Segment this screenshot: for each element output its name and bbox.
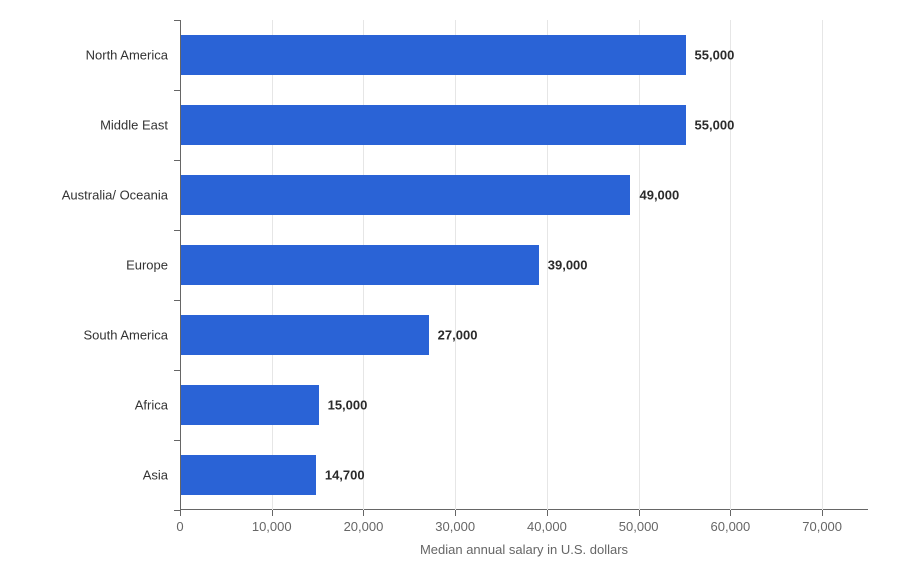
- category-label: Africa: [135, 398, 168, 413]
- x-tick-label: 10,000: [252, 519, 292, 534]
- bar-value-label: 15,000: [328, 398, 368, 413]
- y-tick: [174, 160, 180, 161]
- x-tick-label: 30,000: [435, 519, 475, 534]
- x-tick-label: 50,000: [619, 519, 659, 534]
- x-tick-label: 0: [176, 519, 183, 534]
- bar-value-label: 55,000: [695, 48, 735, 63]
- category-label: South America: [83, 328, 168, 343]
- bar-value-label: 49,000: [639, 188, 679, 203]
- y-tick: [174, 510, 180, 511]
- x-tick: [547, 510, 548, 516]
- category-label: Middle East: [100, 118, 168, 133]
- grid-line: [822, 20, 823, 510]
- bar: [181, 245, 539, 286]
- x-tick: [272, 510, 273, 516]
- x-axis-title: Median annual salary in U.S. dollars: [420, 542, 628, 557]
- y-tick: [174, 90, 180, 91]
- y-tick: [174, 370, 180, 371]
- y-tick: [174, 300, 180, 301]
- x-tick-label: 40,000: [527, 519, 567, 534]
- bar: [181, 385, 319, 426]
- x-tick-label: 70,000: [802, 519, 842, 534]
- salary-bar-chart: 0 10,000 20,000 30,000 40,000 50,000 60,000 70,…: [0, 0, 904, 573]
- x-tick-label: 60,000: [711, 519, 751, 534]
- category-label: Europe: [126, 258, 168, 273]
- x-tick: [730, 510, 731, 516]
- bar: [181, 455, 316, 496]
- bar-value-label: 27,000: [438, 328, 478, 343]
- x-tick: [822, 510, 823, 516]
- grid-line: [639, 20, 640, 510]
- bar: [181, 105, 686, 146]
- y-tick: [174, 20, 180, 21]
- category-label: Australia/ Oceania: [62, 188, 168, 203]
- x-tick-label: 20,000: [344, 519, 384, 534]
- y-tick: [174, 230, 180, 231]
- x-tick: [455, 510, 456, 516]
- bar: [181, 315, 429, 356]
- y-tick: [174, 440, 180, 441]
- bar-value-label: 39,000: [548, 258, 588, 273]
- grid-line: [730, 20, 731, 510]
- bar-value-label: 55,000: [695, 118, 735, 133]
- category-label: North America: [86, 48, 168, 63]
- x-tick: [180, 510, 181, 516]
- x-axis-line: [180, 509, 868, 510]
- bar: [181, 35, 686, 76]
- x-tick: [363, 510, 364, 516]
- bar-value-label: 14,700: [325, 468, 365, 483]
- x-tick: [639, 510, 640, 516]
- plot-area: 010,00020,00030,00040,00050,00060,00070,…: [180, 20, 868, 510]
- bar: [181, 175, 630, 216]
- category-label: Asia: [143, 468, 168, 483]
